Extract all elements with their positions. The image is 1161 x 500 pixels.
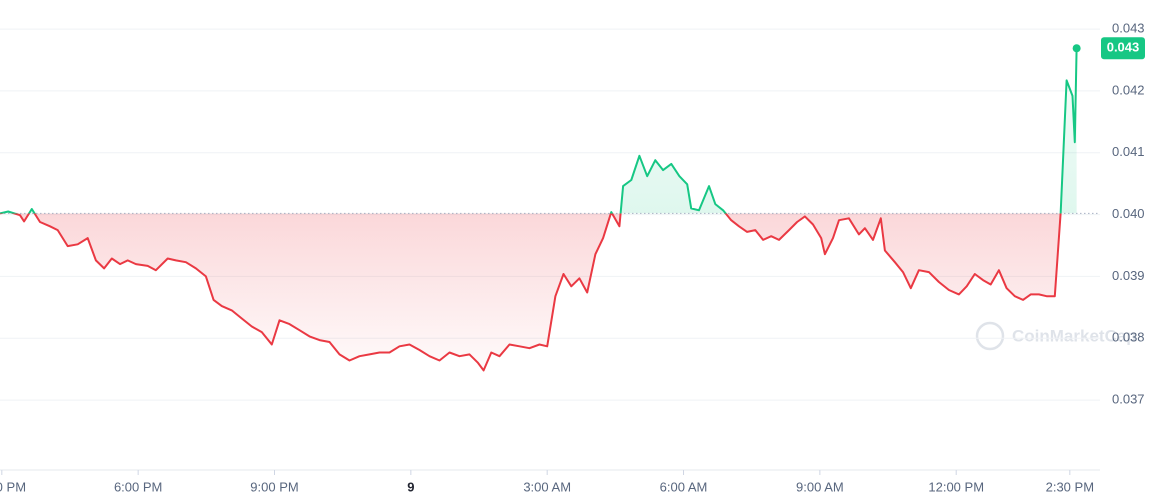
y-tick-label: 0.042: [1112, 82, 1145, 97]
y-tick-label: 0.039: [1112, 268, 1145, 283]
y-tick-label: 0.040: [1112, 206, 1145, 221]
x-tick-label: 6:00 PM: [114, 479, 162, 494]
y-tick-label: 0.037: [1112, 392, 1145, 407]
x-tick-label: 3:00 AM: [523, 479, 571, 494]
x-tick-label: 6:00 AM: [660, 479, 708, 494]
x-tick-label: 9:00 AM: [796, 479, 844, 494]
y-tick-label: 0.043: [1112, 21, 1145, 36]
last-point: [1072, 44, 1081, 53]
price-line: [0, 48, 1078, 372]
x-tick-label: 12:00 PM: [928, 479, 984, 494]
price-label: 0.043: [1107, 40, 1140, 55]
x-tick-label: 3:00 PM: [0, 479, 26, 494]
x-tick-label: 9: [407, 479, 414, 494]
price-label-box: [1101, 37, 1145, 60]
watermark-logo: [975, 321, 1005, 351]
y-tick-label: 0.041: [1112, 144, 1145, 159]
y-tick-label: 0.038: [1112, 330, 1145, 345]
watermark: CoinMarketCap: [975, 321, 1137, 351]
x-tick-label: 2:30 PM: [1046, 479, 1094, 494]
watermark-text: CoinMarketCap: [1012, 326, 1137, 345]
x-tick-label: 9:00 PM: [250, 479, 298, 494]
area-fill: [0, 48, 1077, 371]
